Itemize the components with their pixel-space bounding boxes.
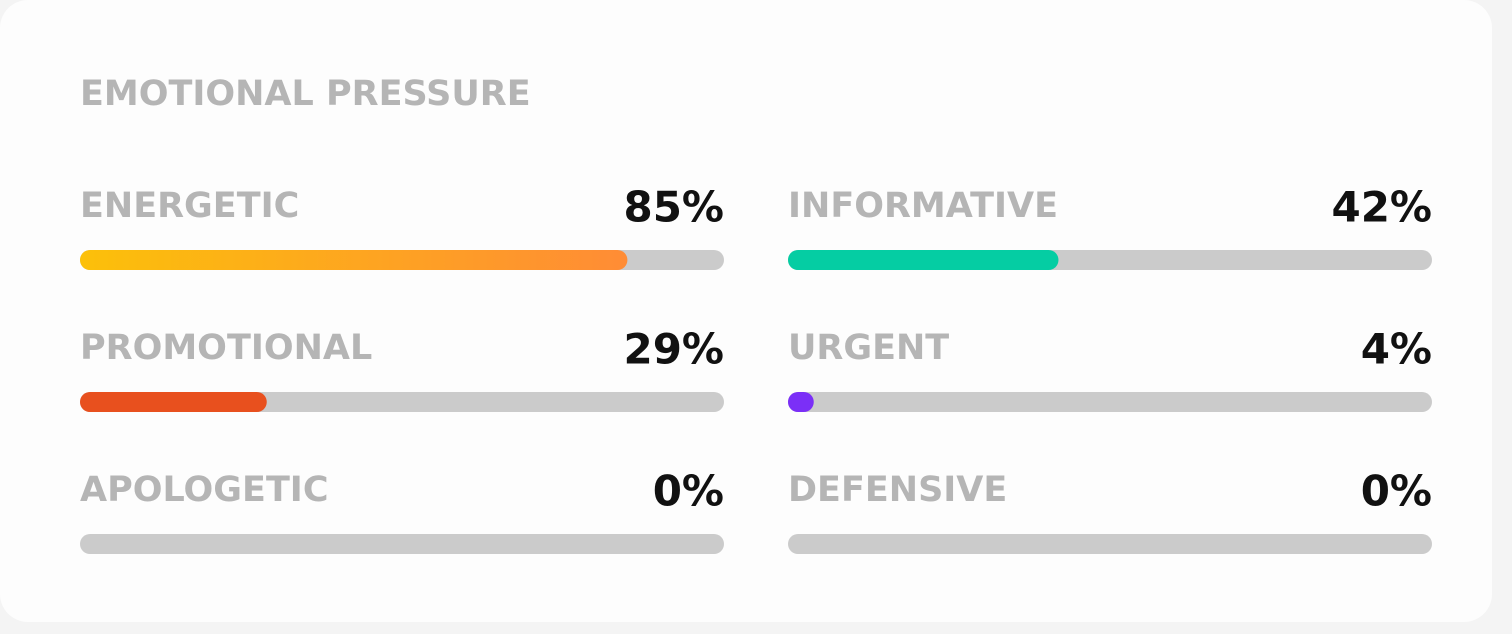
- bar-track: [788, 534, 1432, 554]
- bar-label: ENERGETIC: [80, 186, 299, 226]
- bar-value-label: 29%: [623, 325, 724, 374]
- bar-fill: [788, 392, 814, 412]
- bar-label: DEFENSIVE: [788, 470, 1007, 510]
- bar-value-label: 0%: [1361, 467, 1432, 516]
- card-title: EMOTIONAL PRESSURE: [80, 74, 531, 114]
- bar-fill: [80, 392, 267, 412]
- card: [0, 0, 1492, 622]
- bar-label: APOLOGETIC: [80, 470, 329, 510]
- bar-label: PROMOTIONAL: [80, 328, 372, 368]
- bar-track: [80, 534, 724, 554]
- bar-fill: [788, 250, 1059, 270]
- bar-fill: [80, 250, 628, 270]
- bar-value-label: 85%: [623, 183, 724, 232]
- bar-value-label: 4%: [1361, 325, 1432, 374]
- bar-track: [788, 392, 1432, 412]
- bar-value-label: 0%: [653, 467, 724, 516]
- bar-value-label: 42%: [1331, 183, 1432, 232]
- bar-label: INFORMATIVE: [788, 186, 1058, 226]
- bar-label: URGENT: [788, 328, 949, 368]
